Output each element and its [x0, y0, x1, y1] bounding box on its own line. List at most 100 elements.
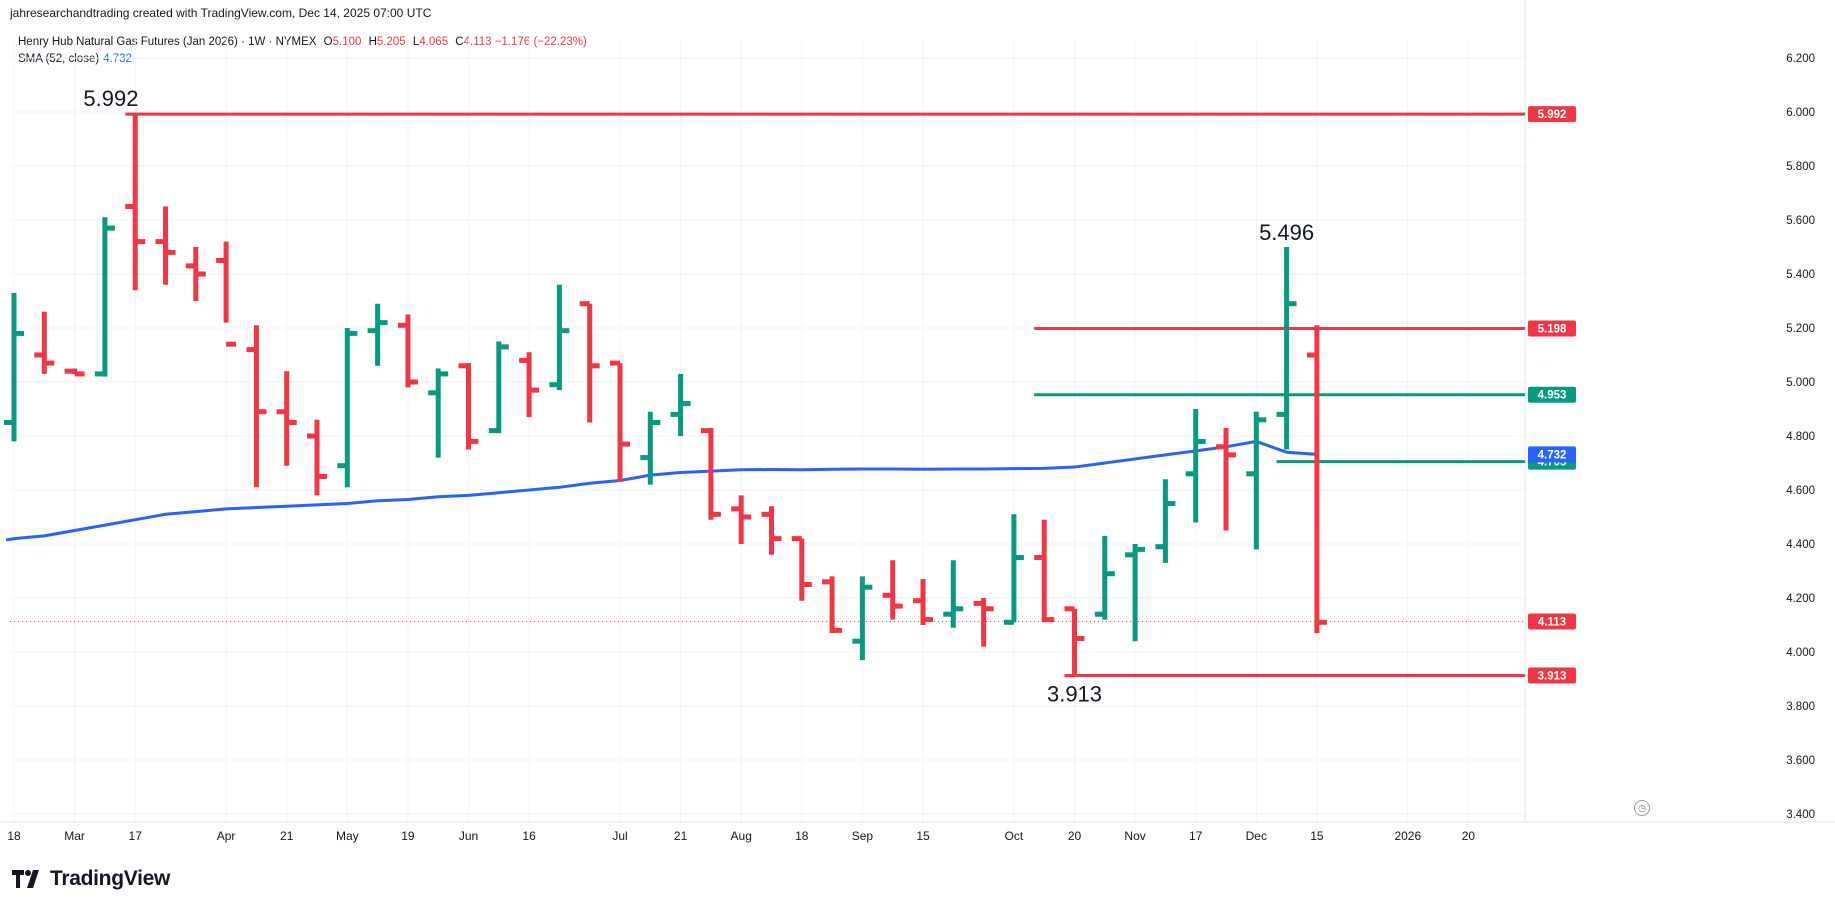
- x-tick-label: Aug: [731, 829, 752, 843]
- x-tick-label: 18: [7, 829, 21, 843]
- tradingview-brand: TradingView: [12, 866, 170, 892]
- ohlc-bar: [519, 352, 540, 418]
- ohlc-bar: [973, 598, 994, 647]
- x-tick-label: 16: [522, 829, 536, 843]
- price-level-label: 5.198: [1538, 324, 1567, 336]
- brand-name: TradingView: [50, 867, 171, 890]
- tradingview-logo-icon: [12, 870, 39, 888]
- ohlc-bar: [4, 292, 24, 442]
- x-tick-label: Jul: [612, 829, 627, 843]
- ohlc-bar: [1064, 606, 1085, 677]
- y-tick-label: 3.400: [1786, 809, 1815, 821]
- ohlc-bar: [1216, 427, 1236, 531]
- symbol-legend: Henry Hub Natural Gas Futures (Jan 2026)…: [18, 34, 587, 68]
- close-value: 4.113: [463, 36, 492, 48]
- ohlc-bar: [307, 419, 327, 496]
- ohlc-bar: [125, 114, 146, 291]
- ohlc-bar: [488, 341, 509, 434]
- ohlc-bar: [579, 301, 600, 423]
- ohlc-bar: [640, 411, 661, 485]
- ohlc-bar: [1306, 325, 1327, 634]
- sma-row[interactable]: SMA (52, close) 4.732: [18, 51, 587, 68]
- x-tick-label: Dec: [1246, 829, 1267, 843]
- ohlc-bar: [155, 206, 176, 285]
- x-tick-label: Oct: [1005, 829, 1024, 843]
- ohlc-bar: [94, 217, 115, 377]
- ohlc-bar: [791, 536, 812, 601]
- ohlc-bar: [64, 368, 85, 377]
- ohlc-bar: [1003, 514, 1024, 625]
- y-tick-label: 5.000: [1786, 377, 1815, 389]
- ohlc-bar: [610, 360, 630, 482]
- clock-replay-icon[interactable]: ◷: [1634, 800, 1650, 816]
- x-tick-label: 18: [795, 829, 809, 843]
- ohlc-bar: [1034, 519, 1055, 623]
- y-tick-label: 5.800: [1786, 161, 1815, 173]
- x-tick-label: May: [336, 829, 359, 843]
- ohlc-bar: [852, 576, 873, 661]
- ohlc-bar: [913, 579, 933, 625]
- price-level-label: 5.992: [1538, 109, 1567, 121]
- x-tick-label: Apr: [217, 829, 236, 843]
- ohlc-bar: [246, 325, 267, 488]
- ohlc-bar: [185, 247, 206, 301]
- price-annotation: 5.992: [83, 86, 138, 111]
- sma-label: SMA (52, close): [18, 53, 100, 65]
- x-tick-label: 20: [1068, 829, 1082, 843]
- ohlc-bar: [397, 314, 418, 388]
- y-tick-label: 3.800: [1786, 701, 1815, 713]
- price-level-label-bg: [1528, 667, 1576, 684]
- sma-line: [5, 439, 1318, 542]
- ohlc-bar: [1185, 409, 1206, 523]
- price-annotation: 3.913: [1047, 681, 1102, 706]
- y-tick-label: 5.400: [1786, 269, 1815, 281]
- x-tick-label: Nov: [1124, 829, 1145, 843]
- price-level-label: 4.953: [1538, 390, 1567, 402]
- ohlc-bar: [367, 303, 388, 366]
- x-tick-label: 15: [1310, 829, 1324, 843]
- x-tick-label: Mar: [64, 829, 85, 843]
- price-level-label-bg: [1528, 386, 1576, 403]
- x-tick-label: 2026: [1394, 829, 1421, 843]
- open-label: O: [323, 36, 333, 48]
- sma-axis-label: 4.732: [1538, 449, 1567, 461]
- x-tick-label: 21: [280, 829, 294, 843]
- current-price-label-bg: [1528, 613, 1576, 630]
- ohlc-bar: [1094, 535, 1115, 620]
- price-level-label-bg: [1528, 320, 1576, 337]
- ohlc-row[interactable]: Henry Hub Natural Gas Futures (Jan 2026)…: [18, 34, 587, 51]
- symbol-title: Henry Hub Natural Gas Futures (Jan 2026)…: [18, 36, 317, 48]
- ohlc-bar: [761, 506, 782, 555]
- y-tick-label: 5.200: [1786, 323, 1815, 335]
- y-tick-label: 4.200: [1786, 593, 1815, 605]
- y-tick-label: 4.400: [1786, 539, 1815, 551]
- ohlc-bar: [882, 560, 903, 620]
- high-value: 5.205: [376, 36, 406, 48]
- ohlc-bar: [822, 576, 843, 634]
- y-tick-label: 5.600: [1786, 215, 1815, 227]
- y-tick-label: 3.600: [1786, 755, 1815, 767]
- sma-value: 4.732: [103, 53, 132, 65]
- ohlc-bar: [337, 328, 358, 488]
- ohlc-bar: [1276, 247, 1297, 450]
- ohlc-bar: [1246, 411, 1267, 550]
- ohlc-bar: [1155, 479, 1176, 563]
- low-value: 4.065: [419, 36, 449, 48]
- sma-axis-label-bg: [1528, 446, 1576, 463]
- low-label: L: [412, 36, 420, 48]
- ohlc-bar: [670, 373, 691, 436]
- ohlc-bar: [428, 368, 449, 458]
- price-level-label: 3.913: [1538, 670, 1567, 682]
- price-annotation: 5.496: [1259, 220, 1314, 245]
- x-tick-label: 21: [674, 829, 688, 843]
- y-tick-label: 6.000: [1786, 107, 1815, 119]
- y-tick-label: 4.800: [1786, 431, 1815, 443]
- ohlc-bar: [1125, 544, 1146, 642]
- high-label: H: [368, 36, 377, 48]
- close-label: C: [455, 36, 464, 48]
- ohlc-bar: [700, 427, 721, 520]
- x-tick-label: 17: [1189, 829, 1203, 843]
- change-value: −1.176 (−22.23%): [494, 36, 587, 48]
- x-tick-label: 17: [129, 829, 143, 843]
